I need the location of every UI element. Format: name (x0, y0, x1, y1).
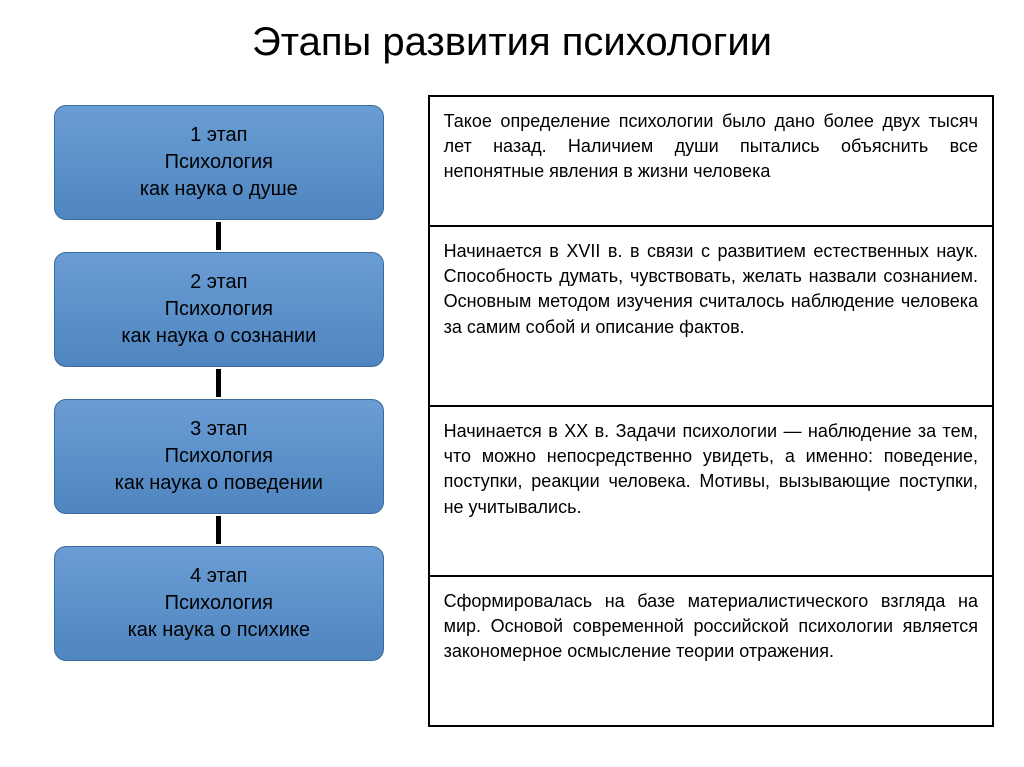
stage-box-4: 4 этап Психология как наука о психике (54, 546, 384, 661)
stage-subtitle: Психология (65, 296, 373, 323)
descriptions-table: Такое определение психологии было дано б… (428, 95, 994, 727)
page-title: Этапы развития психологии (30, 20, 994, 65)
connector-icon (216, 222, 221, 250)
stage-heading: 4 этап (65, 563, 373, 590)
content-grid: 1 этап Психология как наука о душе 2 эта… (30, 95, 994, 727)
stage-box-2: 2 этап Психология как наука о сознании (54, 252, 384, 367)
description-cell-3: Начинается в XX в. Задачи психологии — н… (429, 406, 993, 576)
stage-detail: как наука о поведении (65, 470, 373, 497)
stage-box-3: 3 этап Психология как наука о поведении (54, 399, 384, 514)
stage-detail: как наука о душе (65, 176, 373, 203)
description-cell-4: Сформировалась на базе материалистическо… (429, 576, 993, 726)
stage-box-1: 1 этап Психология как наука о душе (54, 105, 384, 220)
stage-subtitle: Психология (65, 443, 373, 470)
stage-subtitle: Психология (65, 590, 373, 617)
connector-icon (216, 516, 221, 544)
stage-heading: 3 этап (65, 416, 373, 443)
stage-heading: 1 этап (65, 122, 373, 149)
description-cell-2: Начинается в XVII в. в связи с развитием… (429, 226, 993, 406)
description-cell-1: Такое определение психологии было дано б… (429, 96, 993, 226)
connector-icon (216, 369, 221, 397)
stage-detail: как наука о психике (65, 617, 373, 644)
stage-heading: 2 этап (65, 269, 373, 296)
stage-detail: как наука о сознании (65, 323, 373, 350)
stage-subtitle: Психология (65, 149, 373, 176)
stages-flowchart: 1 этап Психология как наука о душе 2 эта… (30, 95, 408, 727)
